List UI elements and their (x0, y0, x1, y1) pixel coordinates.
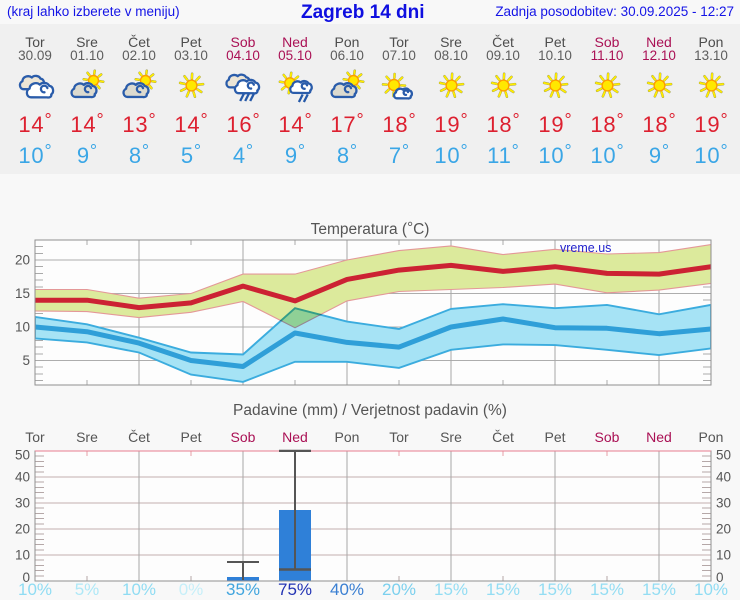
svg-text:30: 30 (716, 496, 731, 511)
svg-text:10: 10 (15, 320, 30, 335)
svg-text:50: 50 (15, 448, 30, 463)
svg-text:5: 5 (22, 353, 30, 368)
svg-text:0: 0 (22, 570, 30, 585)
svg-text:20: 20 (15, 522, 30, 537)
svg-text:15: 15 (15, 286, 30, 301)
svg-text:10: 10 (15, 548, 30, 563)
svg-text:40: 40 (15, 470, 30, 485)
svg-text:40: 40 (716, 470, 731, 485)
svg-text:20: 20 (15, 253, 30, 268)
svg-text:0: 0 (716, 570, 724, 585)
svg-text:vreme.us: vreme.us (560, 241, 611, 255)
svg-text:10: 10 (716, 548, 731, 563)
svg-text:30: 30 (15, 496, 30, 511)
svg-text:20: 20 (716, 522, 731, 537)
svg-text:50: 50 (716, 448, 731, 463)
